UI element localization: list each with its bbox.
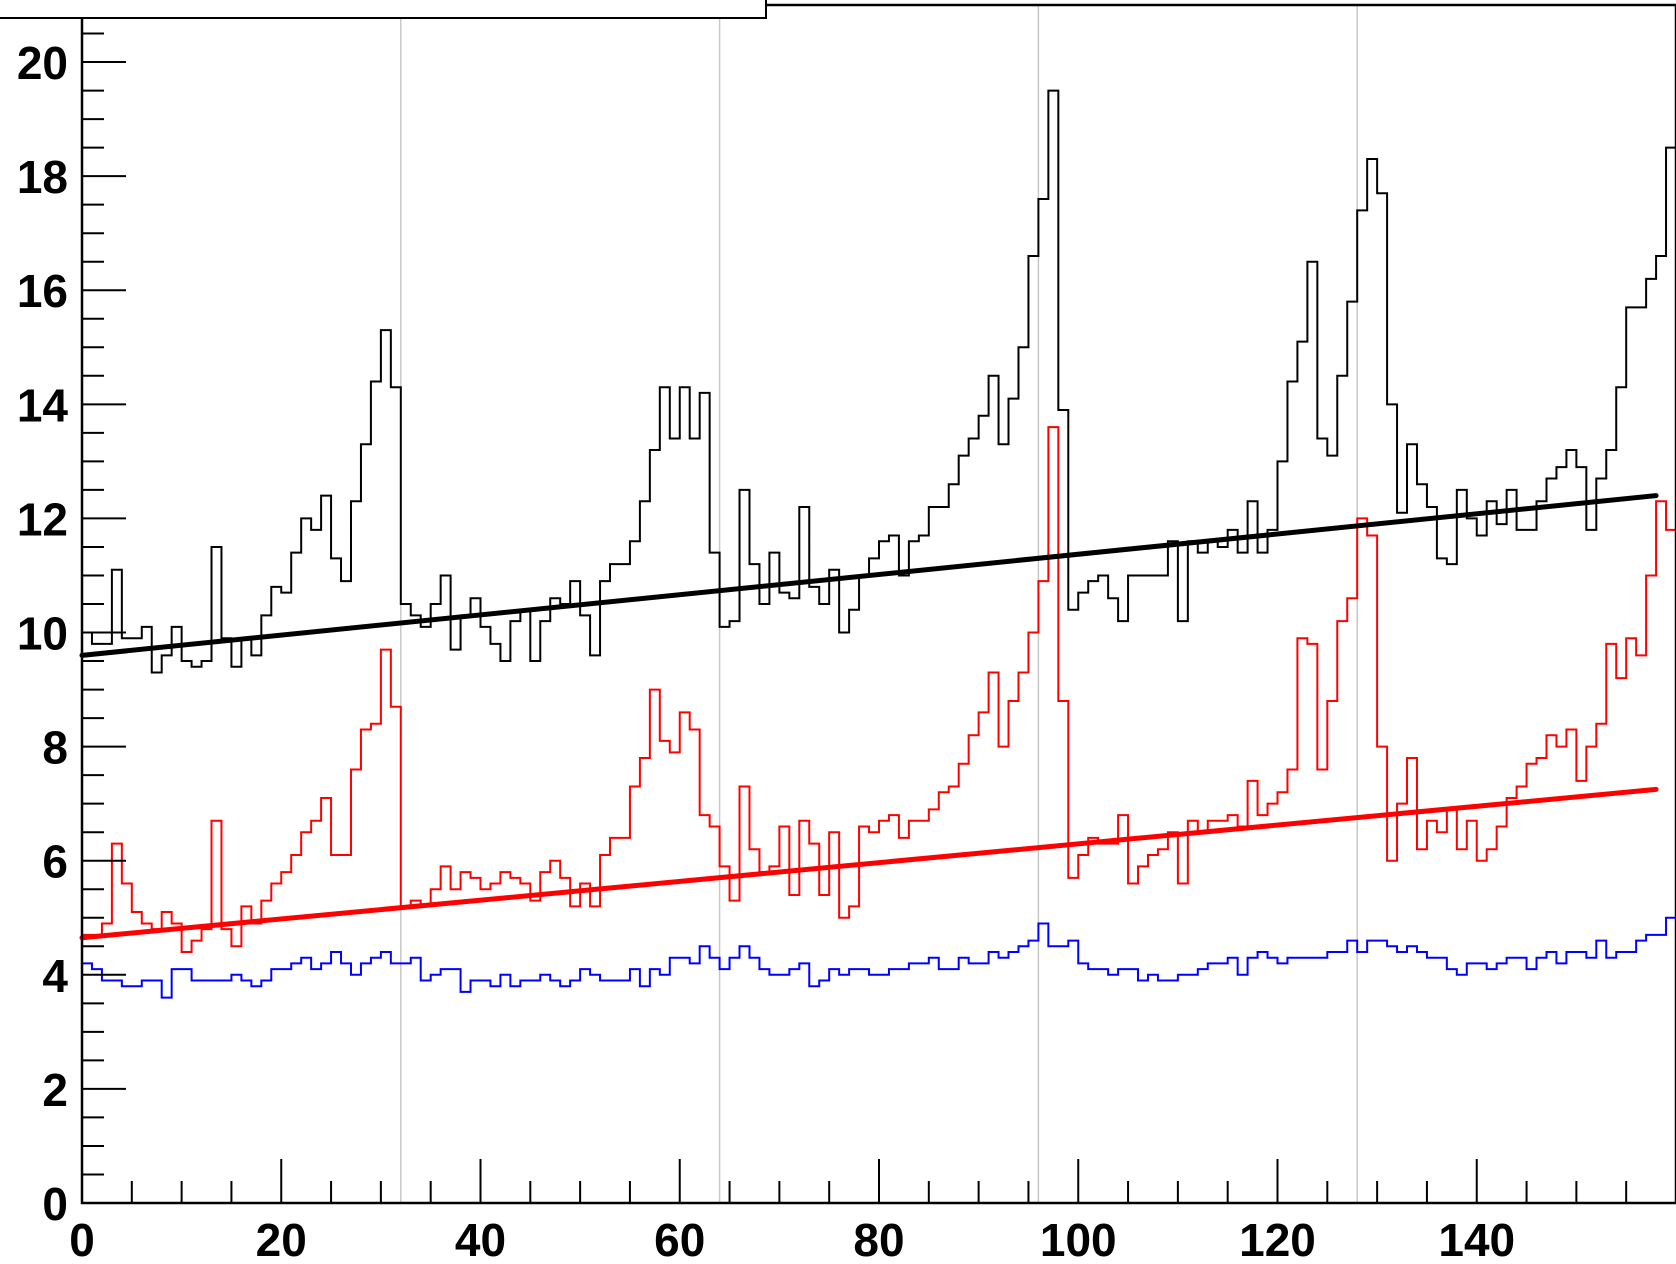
series-layer (79, 89, 1676, 999)
y-tick-label: 0 (42, 1178, 68, 1230)
x-tick-label: 0 (69, 1214, 95, 1259)
series-4-fit-line (79, 786, 1659, 941)
x-tick-label: 80 (853, 1214, 904, 1259)
series-0-histogram-line (82, 89, 1676, 674)
y-tick-label: 18 (17, 151, 68, 203)
y-tick-label: 6 (42, 836, 68, 888)
series-1-histogram-line (82, 380, 1676, 953)
title-box-frame (0, 0, 767, 19)
series-3-fit-line (79, 493, 1659, 658)
x-tick-label: 20 (256, 1214, 307, 1259)
y-tick-label: 2 (42, 1064, 68, 1116)
y-tick-label: 12 (17, 493, 68, 545)
title-box (0, 0, 767, 19)
x-tick-label: 140 (1438, 1214, 1515, 1259)
x-tick-label: 40 (455, 1214, 506, 1259)
y-tick-label: 14 (17, 379, 69, 431)
y-tick-label: 10 (17, 608, 68, 660)
y-tick-label: 4 (42, 950, 68, 1002)
x-tick-label: 100 (1040, 1214, 1117, 1259)
y-tick-label: 16 (17, 265, 68, 317)
axis-layer: 0 2 4 6 8 10 12 14 16 18 20 0 20 40 60 80 100 120 140 (17, 4, 1676, 1264)
x-tick-label: 60 (654, 1214, 705, 1259)
y-tick-label: 8 (42, 722, 68, 774)
x-tick-label: 120 (1239, 1214, 1316, 1259)
series-2-histogram-line (82, 916, 1676, 999)
y-tick-label: 20 (17, 37, 68, 89)
